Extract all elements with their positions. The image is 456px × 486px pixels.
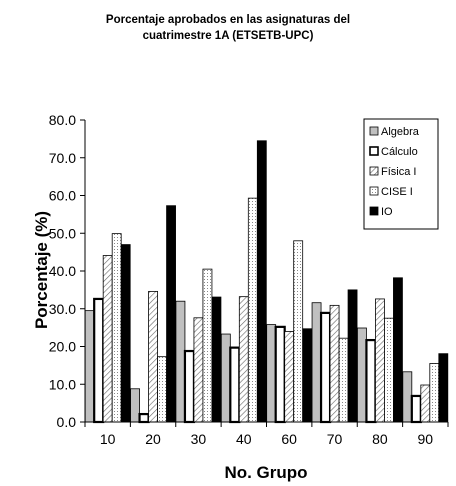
x-tick-label: 10	[100, 431, 116, 447]
legend-label: IO	[381, 206, 393, 218]
bar-c-lculo	[183, 349, 196, 424]
y-tick-label: 30.0	[49, 301, 76, 317]
bar-cise-i	[429, 363, 440, 423]
y-tick-label: 40.0	[49, 263, 76, 279]
y-tick-label: 50.0	[49, 225, 76, 241]
bar-cise-i	[338, 337, 349, 423]
bar-io	[256, 140, 267, 423]
bar-f-sica-i	[238, 296, 249, 423]
bar-f-sica-i	[148, 290, 158, 423]
bar-cise-i	[293, 240, 304, 423]
legend-label: CISE I	[381, 186, 413, 198]
chart-title: Porcentaje aprobados en las asignaturas …	[0, 12, 456, 44]
bar-c-lculo	[365, 338, 377, 424]
x-tick-label: 80	[372, 431, 388, 447]
bar-cise-i	[157, 356, 167, 423]
bar-algebra	[402, 371, 413, 423]
x-tick-label: 90	[418, 431, 434, 447]
bar-f-sica-i	[420, 384, 431, 423]
legend-swatch-c-lculo	[369, 146, 379, 156]
bar-f-sica-i	[284, 330, 295, 423]
y-tick-label: 0.0	[57, 414, 77, 430]
chart-title-line-1: Porcentaje aprobados en las asignaturas …	[105, 14, 351, 26]
x-axis-title: No. Grupo	[224, 463, 307, 482]
legend-swatch-algebra	[369, 126, 379, 136]
legend-label: Física I	[381, 166, 416, 178]
x-tick-label: 40	[236, 431, 252, 447]
bar-c-lculo	[138, 412, 150, 424]
bar-algebra	[311, 302, 322, 423]
bar-io	[393, 277, 403, 423]
y-tick-label: 80.0	[49, 112, 76, 128]
y-axis-title: Porcentaje (%)	[32, 211, 51, 329]
bar-io	[438, 353, 449, 423]
legend-swatch-io	[369, 206, 379, 216]
bar-algebra	[220, 333, 231, 423]
bar-cise-i	[384, 317, 394, 423]
x-tick-label: 20	[145, 431, 161, 447]
bar-c-lculo	[274, 325, 286, 424]
x-tick-label: 60	[281, 431, 297, 447]
y-tick-label: 70.0	[49, 150, 76, 166]
bar-io	[302, 328, 313, 423]
bar-f-sica-i	[375, 298, 385, 423]
legend-label: Algebra	[381, 126, 420, 138]
bar-f-sica-i	[193, 317, 204, 423]
bar-algebra	[130, 388, 140, 423]
legend-label: Cálculo	[381, 146, 418, 158]
y-tick-label: 20.0	[49, 339, 76, 355]
x-tick-label: 30	[191, 431, 207, 447]
bar-io	[166, 205, 176, 423]
bar-algebra	[175, 300, 186, 423]
bar-io	[211, 296, 222, 423]
bar-cise-i	[247, 197, 258, 423]
bar-c-lculo	[93, 297, 105, 424]
chart-title-line-2: cuatrimestre 1A (ETSETB-UPC)	[142, 30, 314, 42]
bar-io	[347, 289, 358, 423]
bar-algebra	[266, 324, 277, 423]
x-tick-label: 70	[327, 431, 343, 447]
bar-c-lculo	[410, 394, 422, 424]
bar-c-lculo	[319, 311, 332, 424]
legend-swatch-cise-i	[369, 186, 379, 196]
bar-cise-i	[111, 233, 122, 423]
bar-f-sica-i	[329, 304, 340, 423]
bar-c-lculo	[229, 346, 241, 424]
y-tick-label: 10.0	[49, 376, 76, 392]
y-tick-label: 60.0	[49, 188, 76, 204]
bar-io	[120, 244, 131, 423]
bar-algebra	[84, 310, 95, 423]
legend-swatch-f-sica-i	[369, 166, 379, 176]
bar-cise-i	[202, 268, 213, 423]
bar-algebra	[357, 327, 367, 423]
bar-f-sica-i	[102, 255, 113, 423]
